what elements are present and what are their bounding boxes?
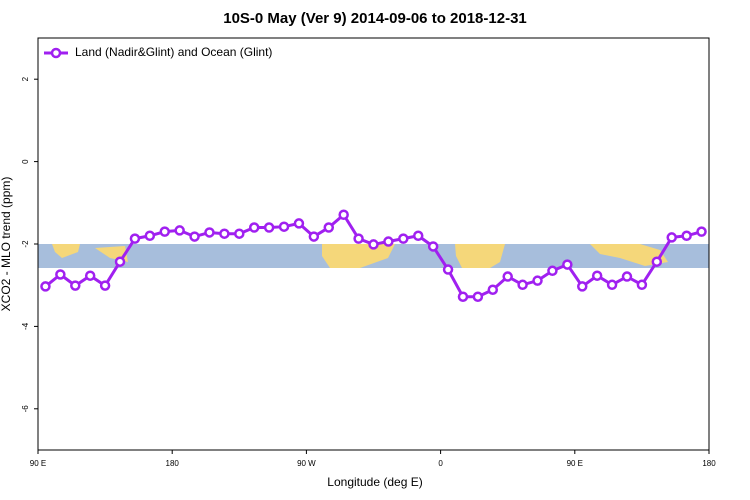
x-tick-label: 90 W [297, 459, 316, 468]
y-tick-label: -4 [21, 322, 30, 330]
y-tick-label: -2 [21, 240, 30, 248]
data-point [383, 236, 394, 247]
x-tick-label: 180 [166, 459, 180, 468]
data-point [293, 218, 305, 229]
data-point [532, 275, 543, 286]
x-tick-label: 90 E [30, 459, 46, 468]
y-tick-label: 0 [21, 159, 30, 164]
x-tick-label: 90 E [567, 459, 583, 468]
data-point [696, 226, 707, 237]
data-point [472, 291, 484, 302]
data-point [577, 281, 588, 292]
data-point [114, 256, 126, 267]
data-point [174, 225, 185, 236]
data-point [547, 265, 558, 277]
data-point [278, 221, 290, 232]
data-point [204, 227, 215, 238]
data-point [234, 228, 245, 239]
data-point [427, 241, 439, 252]
chart-title: 10S-0 May (Ver 9) 2014-09-06 to 2018-12-… [223, 10, 527, 27]
data-point [368, 239, 379, 250]
data-point [651, 256, 663, 267]
x-tick-label: 180 [702, 459, 716, 468]
data-point [487, 284, 499, 295]
data-point [353, 233, 364, 244]
data-point [457, 291, 469, 302]
legend-marker [50, 47, 62, 59]
data-point [99, 280, 111, 291]
y-tick-label: 2 [21, 76, 30, 81]
data-point [144, 230, 156, 242]
data-point [323, 222, 335, 233]
data-point [55, 269, 66, 280]
data-point [502, 271, 513, 282]
data-point [189, 231, 200, 242]
y-axis-label: XCO2 - MLO trend (ppm) [0, 177, 13, 312]
data-point [129, 233, 141, 244]
legend-label: Land (Nadir&Glint) and Ocean (Glint) [75, 45, 272, 59]
data-point [263, 222, 275, 233]
data-point [398, 233, 409, 244]
data-point [159, 226, 170, 237]
data-point [338, 209, 349, 220]
data-point [666, 232, 677, 243]
data-point [248, 222, 260, 233]
data-point [606, 279, 618, 291]
data-point [412, 230, 424, 242]
data-point [308, 231, 320, 242]
data-point [84, 270, 96, 281]
data-point [591, 270, 603, 281]
data-point [442, 264, 454, 275]
data-point [219, 228, 230, 239]
x-axis-label: Longitude (deg E) [327, 475, 422, 489]
data-point [517, 279, 528, 291]
data-point [70, 280, 81, 291]
data-point [636, 279, 648, 291]
data-point [681, 230, 692, 242]
data-point [621, 271, 633, 282]
x-tick-label: 0 [438, 459, 443, 468]
data-point [562, 259, 573, 270]
y-tick-label: -6 [21, 405, 30, 413]
data-point [40, 281, 51, 292]
